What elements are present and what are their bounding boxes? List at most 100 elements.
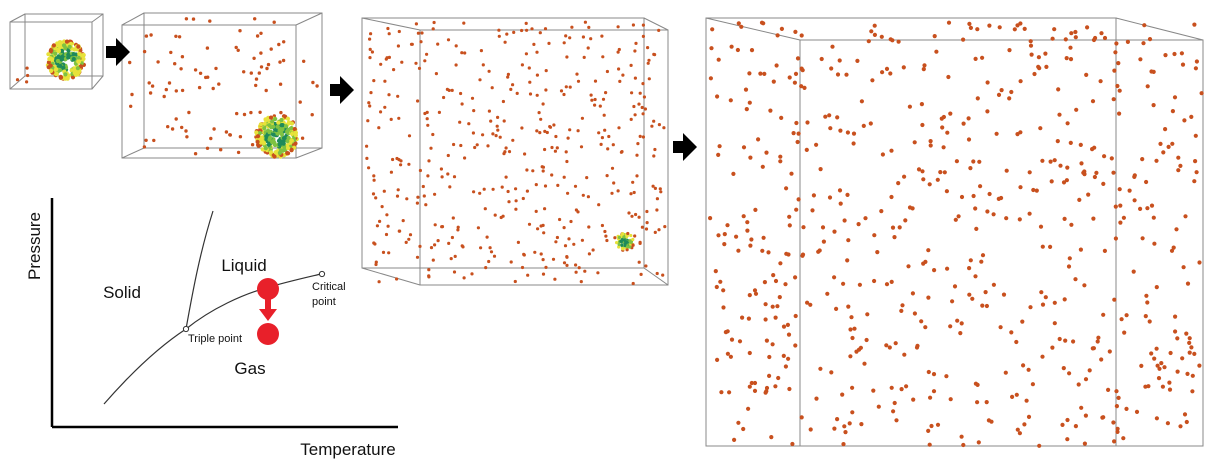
gas-particle — [975, 400, 980, 405]
gas-particle — [407, 237, 411, 241]
gas-particle — [948, 111, 953, 116]
gas-particle — [902, 174, 907, 179]
gas-particle — [776, 375, 781, 381]
gas-particle — [610, 166, 615, 170]
gas-particle — [845, 192, 850, 197]
gas-particle — [1138, 57, 1143, 62]
gas-particle — [605, 69, 610, 74]
gas-particle — [431, 258, 435, 262]
gas-particle — [506, 72, 510, 76]
gas-particle — [1081, 170, 1086, 175]
gas-particle — [1109, 156, 1114, 161]
gas-particle — [458, 120, 462, 124]
gas-particle — [174, 34, 178, 38]
gas-particle — [770, 304, 775, 309]
gas-particle — [374, 196, 378, 200]
gas-particle — [747, 293, 752, 298]
gas-particle — [1184, 331, 1189, 336]
gas-particle — [520, 28, 524, 33]
gas-particle — [1049, 179, 1054, 184]
gas-particle — [650, 124, 654, 128]
gas-particle — [587, 25, 591, 29]
gas-particle — [869, 29, 874, 34]
gas-particle — [948, 397, 953, 402]
cluster-atom — [55, 41, 60, 46]
gas-particle — [499, 215, 503, 220]
gas-particle — [1087, 368, 1092, 373]
gas-particle — [448, 185, 452, 189]
gas-particle — [551, 257, 556, 261]
gas-particle — [1073, 29, 1078, 35]
gas-particle — [562, 226, 566, 230]
cluster-atom — [255, 139, 260, 144]
gas-particle — [641, 135, 646, 139]
gas-particle — [1094, 170, 1099, 175]
gas-particle — [586, 195, 591, 199]
gas-particle — [1189, 114, 1194, 119]
gas-particle — [515, 91, 519, 95]
gas-particle — [579, 145, 584, 149]
gas-particle — [879, 209, 884, 214]
gas-particle — [999, 88, 1004, 93]
gas-particle — [442, 95, 446, 100]
gas-particle — [955, 318, 960, 323]
gas-particle — [1003, 370, 1008, 375]
gas-particle — [987, 191, 992, 197]
gas-particle — [525, 168, 529, 172]
cluster-atom — [76, 55, 81, 61]
gas-particle — [482, 187, 486, 191]
gas-particle — [416, 195, 420, 199]
gas-particle — [527, 66, 531, 70]
gas-particle — [761, 235, 766, 240]
gas-particle — [828, 126, 833, 131]
gas-particle — [1082, 283, 1087, 288]
gas-particle — [1020, 319, 1025, 324]
gas-particle — [257, 71, 261, 75]
gas-particle — [980, 253, 986, 258]
gas-particle — [1142, 23, 1147, 28]
gas-particle — [634, 41, 638, 46]
particles-box-1 — [15, 66, 30, 84]
gas-particle — [1065, 165, 1070, 170]
gas-particle — [536, 227, 540, 231]
gas-particle — [1034, 188, 1039, 193]
gas-particle — [1044, 64, 1049, 69]
gas-particle — [741, 426, 746, 432]
gas-particle — [787, 386, 792, 392]
gas-particle — [278, 60, 282, 64]
gas-particle — [777, 295, 782, 300]
gas-particle — [436, 239, 440, 243]
gas-particle — [453, 254, 457, 258]
gas-particle — [890, 225, 896, 230]
cluster-atom — [289, 147, 294, 152]
phase-diagram: Pressure Temperature Solid Liquid Gas Tr… — [25, 198, 398, 459]
gas-particle — [1026, 414, 1032, 419]
gas-particle — [219, 148, 223, 152]
gas-particle — [378, 219, 382, 223]
gas-particle — [487, 259, 491, 264]
gas-particle — [743, 87, 749, 92]
gas-particle — [769, 435, 774, 440]
gas-particle — [1106, 387, 1111, 392]
gas-particle — [791, 131, 796, 136]
gas-particle — [462, 21, 466, 25]
gas-particle — [816, 249, 821, 254]
gas-particle — [526, 273, 530, 277]
gas-particle — [152, 138, 156, 143]
gas-particle — [162, 94, 166, 99]
gas-particle — [495, 124, 499, 128]
gas-particle — [1092, 145, 1097, 150]
gas-particle — [530, 27, 534, 31]
gas-particle — [522, 253, 526, 257]
gas-particle — [554, 134, 558, 139]
gas-particle — [446, 153, 450, 158]
gas-particle — [1055, 139, 1060, 144]
cluster-atom — [617, 235, 622, 240]
gas-particle — [741, 145, 747, 150]
gas-particle — [997, 25, 1002, 30]
gas-particle — [716, 152, 721, 157]
gas-particle — [880, 152, 886, 157]
gas-particle — [829, 370, 834, 375]
critical-point-marker — [318, 270, 326, 278]
gas-particle — [1118, 220, 1123, 225]
